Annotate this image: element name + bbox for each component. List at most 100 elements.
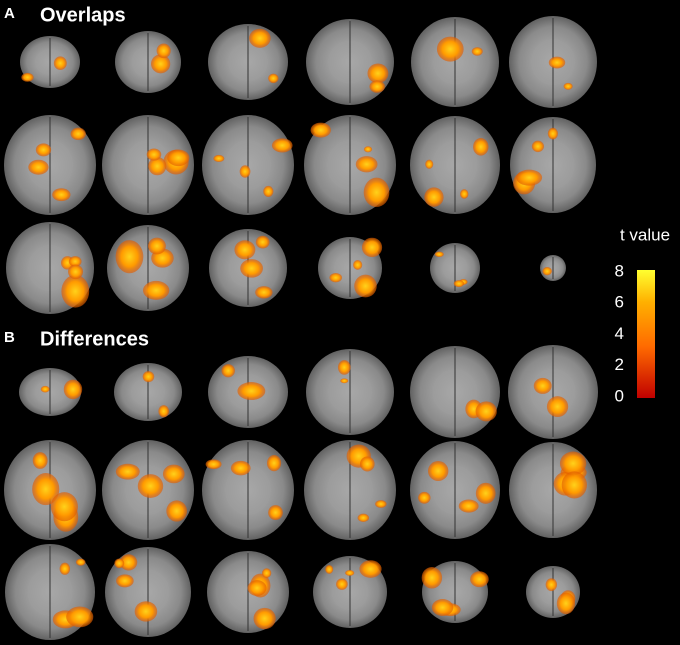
activation-blob [59, 562, 71, 575]
activation-blob [115, 463, 140, 480]
activation-blob [134, 601, 158, 622]
colorbar [637, 270, 655, 398]
activation-blob [221, 364, 235, 378]
activation-blob [470, 571, 489, 588]
activation-blob [255, 286, 273, 299]
activation-blob [458, 499, 479, 513]
activation-blob [431, 599, 454, 616]
activation-blob [310, 122, 331, 138]
activation-blob [471, 47, 483, 56]
activation-blob [531, 140, 545, 153]
activation-blob [533, 377, 552, 394]
activation-blob [147, 237, 166, 255]
activation-blob [167, 149, 190, 167]
activation-blob [563, 82, 573, 90]
activation-blob [266, 454, 282, 472]
activation-blob [68, 264, 84, 280]
activation-blob [271, 138, 293, 153]
activation-blob [66, 606, 94, 628]
activation-blob [367, 63, 389, 84]
activation-blob [116, 574, 134, 588]
brain-slices [4, 16, 598, 640]
activation-blob [453, 280, 465, 288]
activation-blob [148, 156, 167, 176]
activation-blob [32, 452, 48, 469]
colorbar-tick-label: 4 [615, 324, 624, 343]
activation-blob [40, 385, 50, 393]
activation-blob [70, 127, 86, 141]
panel-letter: B [4, 329, 15, 346]
activation-blob [375, 500, 387, 508]
panel-title: Differences [40, 328, 149, 350]
activation-blob [542, 266, 552, 276]
activation-blob [363, 146, 373, 153]
activation-blob [32, 473, 60, 506]
activation-blob [150, 54, 171, 74]
activation-blob [61, 274, 90, 308]
activation-blob [263, 185, 274, 198]
activation-blob [547, 127, 558, 140]
colorbar-tick-label: 2 [615, 355, 624, 374]
activation-blob [336, 578, 348, 590]
activation-blob [548, 56, 566, 69]
activation-blob [114, 558, 125, 569]
activation-blob [545, 578, 558, 592]
activation-blob [115, 240, 144, 274]
activation-blob [561, 471, 587, 499]
activation-blob [340, 378, 349, 384]
activation-blob [345, 569, 355, 576]
activation-blob [53, 56, 67, 70]
activation-blob [363, 177, 390, 208]
activation-blob [357, 513, 370, 523]
activation-blob [360, 456, 375, 472]
activation-blob [475, 482, 496, 504]
activation-blob [68, 256, 82, 267]
activation-blob [473, 138, 489, 156]
activation-blob [156, 43, 171, 59]
activation-blob [162, 464, 185, 484]
activation-blob [142, 280, 170, 300]
activation-blob [146, 148, 162, 161]
activation-blob [369, 80, 385, 93]
activation-blob [418, 491, 431, 504]
activation-blob [230, 460, 251, 476]
activation-blob [353, 260, 363, 270]
activation-blob [137, 474, 164, 498]
activation-blob [247, 580, 267, 596]
activation-blob [255, 235, 270, 249]
activation-blob [213, 154, 225, 163]
activation-blob [142, 371, 155, 383]
activation-blob [329, 272, 343, 283]
activation-blob [421, 567, 443, 589]
activation-blob [253, 607, 276, 630]
activation-blob [355, 156, 378, 173]
panel-letter: A [4, 5, 15, 22]
activation-blob [556, 592, 576, 615]
activation-blob [52, 188, 71, 202]
activation-blob [158, 405, 169, 418]
activation-blob [361, 237, 383, 258]
activation-blob [434, 251, 444, 258]
activation-blob [325, 565, 334, 574]
activation-blob [516, 169, 543, 186]
activation-blob [75, 558, 86, 566]
activation-blob [559, 451, 587, 476]
activation-blob [359, 560, 382, 578]
activation-blob [425, 159, 434, 169]
activation-blob [166, 500, 188, 522]
activation-blob [546, 396, 569, 418]
colorbar-tick-label: 0 [615, 386, 624, 405]
activation-blob [424, 187, 444, 207]
activation-blob [249, 28, 271, 48]
activation-blob [63, 379, 83, 400]
activation-blob [427, 461, 449, 481]
activation-blob [475, 401, 497, 422]
activation-blob [237, 382, 266, 401]
activation-blob [261, 568, 272, 578]
activation-blob [234, 240, 256, 260]
activation-blob [337, 360, 351, 375]
activation-blob [460, 189, 469, 199]
activation-blob [354, 274, 377, 298]
activation-blob [240, 259, 263, 278]
